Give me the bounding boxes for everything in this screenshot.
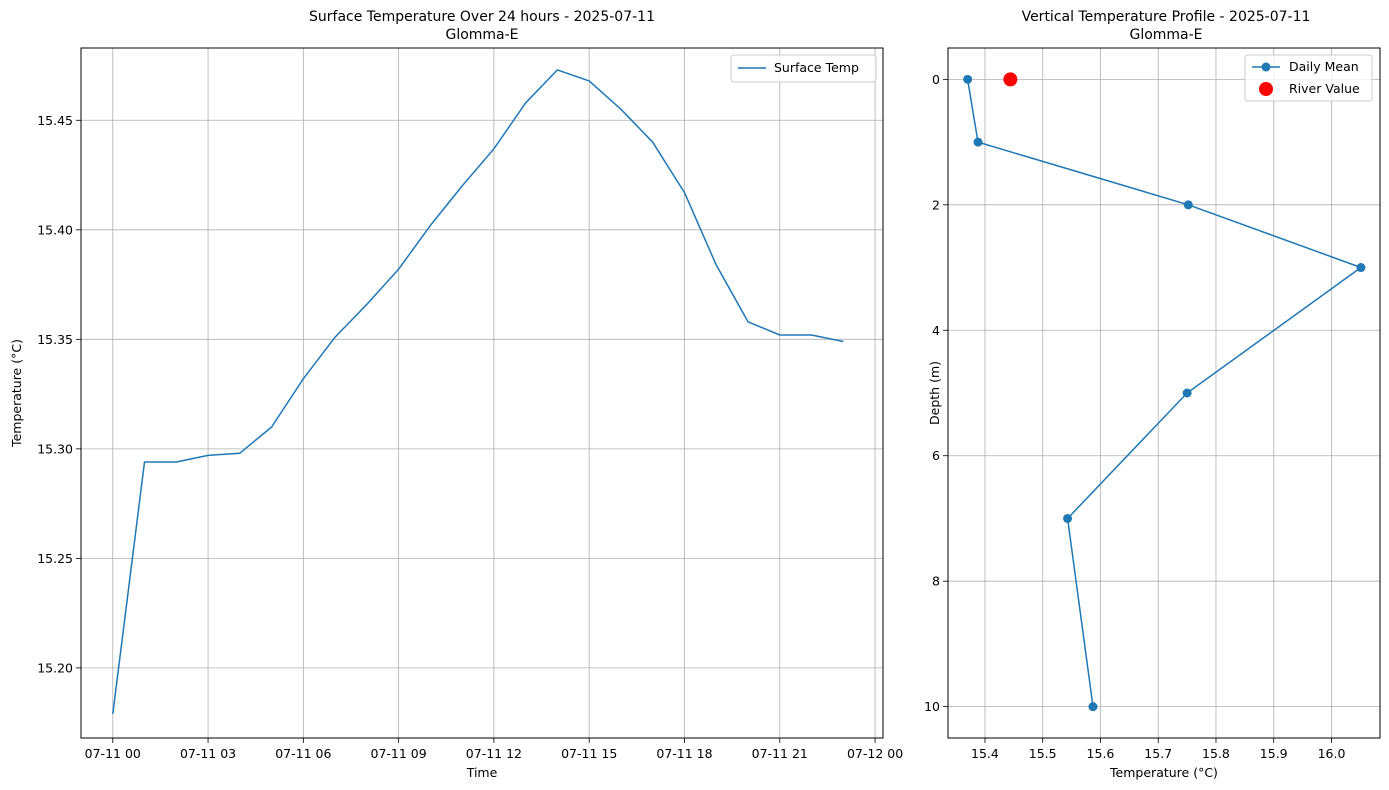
surface-x-tick-label: 07-12 00 [847,746,903,761]
profile-y-tick-label: 0 [932,72,940,87]
vertical-profile-chart: Vertical Temperature Profile - 2025-07-1… [924,9,1381,780]
surface-x-tick-label: 07-11 00 [85,746,141,761]
profile-y-tick-label: 10 [924,699,940,714]
surface-y-tick-label: 15.40 [37,222,73,237]
profile-grid [948,48,1380,738]
profile-plot-frame [947,47,1381,739]
surface-x-tick-label: 07-11 21 [752,746,808,761]
profile-y-tick-label: 4 [932,323,940,338]
profile-x-tick-label: 15.9 [1260,746,1288,761]
profile-x-tick-label: 15.4 [971,746,999,761]
surface-y-axis-label: Temperature (°C) [9,339,24,448]
daily-mean-point [1183,200,1193,210]
surface-temp-line [112,69,844,714]
profile-y-axis-label: Depth (m) [927,361,942,425]
profile-legend: Daily Mean River Value [1244,54,1373,102]
surface-y-tick-label: 15.45 [37,113,73,128]
surface-x-tick-label: 07-11 03 [180,746,236,761]
surface-x-axis-label: Time [466,765,498,780]
surface-plot-frame [80,47,884,739]
surface-x-tick-label: 07-11 12 [466,746,522,761]
surface-series [112,69,844,714]
daily-mean-point [1063,513,1073,523]
profile-x-tick-label: 16.0 [1318,746,1346,761]
surface-grid [81,48,883,738]
profile-chart-subtitle: Glomma-E [1129,27,1202,43]
profile-legend-label-mean: Daily Mean [1289,59,1359,74]
profile-ticks: 15.4 15.5 15.6 15.7 15.8 15.9 16.0 0 2 4 6 8 10 [924,72,1345,761]
surface-chart-title: Surface Temperature Over 24 hours - 2025… [309,9,655,25]
profile-chart-title: Vertical Temperature Profile - 2025-07-1… [1022,9,1311,25]
daily-mean-point [963,74,973,84]
surface-y-tick-label: 15.20 [37,660,73,675]
surface-y-tick-label: 15.35 [37,332,73,347]
surface-temp-chart: Surface Temperature Over 24 hours - 2025… [9,9,903,780]
surface-legend-box [730,54,877,83]
profile-series [963,72,1366,712]
profile-legend-marker-swatch [1261,62,1271,72]
profile-x-tick-label: 15.7 [1144,746,1172,761]
daily-mean-point [973,137,983,147]
profile-x-tick-label: 15.5 [1029,746,1057,761]
surface-y-tick-label: 15.25 [37,551,73,566]
surface-x-tick-label: 07-11 09 [371,746,427,761]
profile-legend-river-swatch [1259,82,1273,96]
profile-y-tick-label: 6 [932,448,940,463]
surface-legend: Surface Temp [730,54,877,83]
profile-x-tick-label: 15.6 [1087,746,1115,761]
surface-x-tick-label: 07-11 18 [656,746,712,761]
profile-y-tick-label: 8 [932,574,940,589]
profile-y-tick-label: 2 [932,197,940,212]
profile-x-axis-label: Temperature (°C) [1109,765,1218,780]
daily-mean-point [1182,388,1192,398]
river-value-point [1003,72,1018,87]
daily-mean-point [1356,263,1366,273]
surface-x-tick-label: 07-11 06 [275,746,331,761]
surface-y-tick-label: 15.30 [37,441,73,456]
surface-legend-label: Surface Temp [774,60,859,75]
profile-legend-label-river: River Value [1289,81,1360,96]
surface-x-tick-label: 07-11 15 [561,746,617,761]
surface-chart-subtitle: Glomma-E [445,27,518,43]
surface-ticks: 07-11 00 07-11 03 07-11 06 07-11 09 07-11 12… [37,113,903,761]
profile-x-tick-label: 15.8 [1202,746,1230,761]
daily-mean-point [1088,702,1098,712]
